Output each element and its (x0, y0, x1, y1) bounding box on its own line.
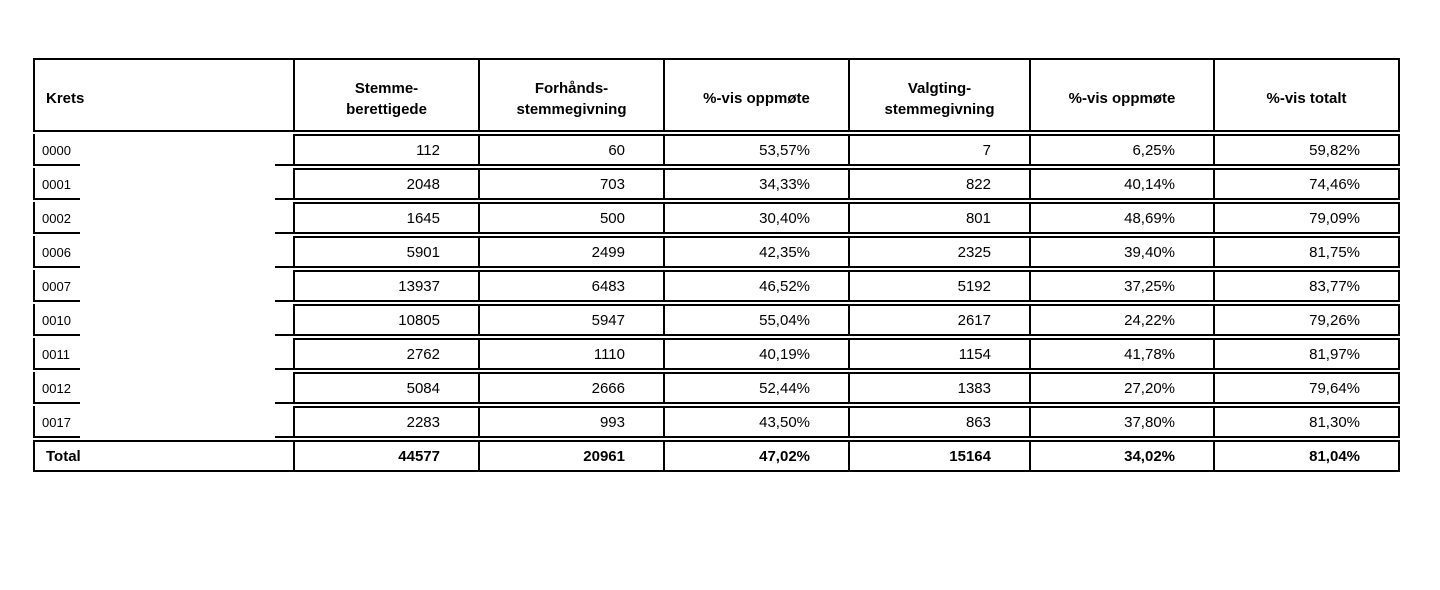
value-cell: 5192 (850, 270, 1031, 302)
value-cell: 55,04% (665, 304, 850, 336)
table-row: 0001 2048 703 34,33% 822 40,14% 74,46% (33, 168, 1400, 200)
krets-code-cell: 0000 (33, 134, 295, 166)
krets-code-cell: 0010 (33, 304, 295, 336)
total-value-cell: 15164 (850, 440, 1031, 472)
value-cell: 40,19% (665, 338, 850, 370)
value-cell: 2666 (480, 372, 665, 404)
value-cell: 37,25% (1031, 270, 1215, 302)
krets-code-cell: 0007 (33, 270, 295, 302)
value-cell: 7 (850, 134, 1031, 166)
turnout-table: Krets Stemme-berettigede Forhånds-stemme… (33, 58, 1400, 472)
header-cell-krets: Krets (33, 58, 295, 132)
table-row: 0007 13937 6483 46,52% 5192 37,25% 83,77… (33, 270, 1400, 302)
total-value-cell: 34,02% (1031, 440, 1215, 472)
value-cell: 48,69% (1031, 202, 1215, 234)
total-value-cell: 47,02% (665, 440, 850, 472)
value-cell: 81,97% (1215, 338, 1400, 370)
value-cell: 53,57% (665, 134, 850, 166)
value-cell: 43,50% (665, 406, 850, 438)
value-cell: 52,44% (665, 372, 850, 404)
value-cell: 500 (480, 202, 665, 234)
value-cell: 37,80% (1031, 406, 1215, 438)
total-label-cell: Total (33, 440, 295, 472)
value-cell: 13937 (295, 270, 480, 302)
table-row: 0006 5901 2499 42,35% 2325 39,40% 81,75% (33, 236, 1400, 268)
krets-code-cell: 0012 (33, 372, 295, 404)
value-cell: 10805 (295, 304, 480, 336)
value-cell: 703 (480, 168, 665, 200)
table-row: 0002 1645 500 30,40% 801 48,69% 79,09% (33, 202, 1400, 234)
value-cell: 34,33% (665, 168, 850, 200)
header-cell-oppmote-forhand: %-vis oppmøte (665, 58, 850, 132)
header-cell-forhandsstemmegivning: Forhånds-stemmegivning (480, 58, 665, 132)
value-cell: 1154 (850, 338, 1031, 370)
header-cell-oppmote-valgting: %-vis oppmøte (1031, 58, 1215, 132)
value-cell: 1110 (480, 338, 665, 370)
total-value-cell: 81,04% (1215, 440, 1400, 472)
value-cell: 79,64% (1215, 372, 1400, 404)
value-cell: 6483 (480, 270, 665, 302)
value-cell: 60 (480, 134, 665, 166)
total-row: Total 44577 20961 47,02% 15164 34,02% 81… (33, 440, 1400, 472)
value-cell: 2283 (295, 406, 480, 438)
total-value-cell: 44577 (295, 440, 480, 472)
krets-code-cell: 0001 (33, 168, 295, 200)
value-cell: 822 (850, 168, 1031, 200)
value-cell: 79,26% (1215, 304, 1400, 336)
value-cell: 1645 (295, 202, 480, 234)
value-cell: 24,22% (1031, 304, 1215, 336)
value-cell: 41,78% (1031, 338, 1215, 370)
value-cell: 2048 (295, 168, 480, 200)
value-cell: 6,25% (1031, 134, 1215, 166)
table-row: 0010 10805 5947 55,04% 2617 24,22% 79,26… (33, 304, 1400, 336)
value-cell: 39,40% (1031, 236, 1215, 268)
value-cell: 40,14% (1031, 168, 1215, 200)
krets-code-cell: 0017 (33, 406, 295, 438)
table-row: 0000 112 60 53,57% 7 6,25% 59,82% (33, 134, 1400, 166)
krets-code-cell: 0002 (33, 202, 295, 234)
value-cell: 74,46% (1215, 168, 1400, 200)
value-cell: 27,20% (1031, 372, 1215, 404)
value-cell: 79,09% (1215, 202, 1400, 234)
value-cell: 112 (295, 134, 480, 166)
value-cell: 59,82% (1215, 134, 1400, 166)
value-cell: 2617 (850, 304, 1031, 336)
value-cell: 42,35% (665, 236, 850, 268)
value-cell: 2325 (850, 236, 1031, 268)
table-row: 0012 5084 2666 52,44% 1383 27,20% 79,64% (33, 372, 1400, 404)
value-cell: 30,40% (665, 202, 850, 234)
total-value-cell: 20961 (480, 440, 665, 472)
value-cell: 81,30% (1215, 406, 1400, 438)
value-cell: 2762 (295, 338, 480, 370)
value-cell: 5084 (295, 372, 480, 404)
header-cell-valgtingstemmegivning: Valgting-stemmegivning (850, 58, 1031, 132)
value-cell: 801 (850, 202, 1031, 234)
header-cell-totalt: %-vis totalt (1215, 58, 1400, 132)
value-cell: 83,77% (1215, 270, 1400, 302)
header-row: Krets Stemme-berettigede Forhånds-stemme… (33, 58, 1400, 132)
value-cell: 46,52% (665, 270, 850, 302)
value-cell: 863 (850, 406, 1031, 438)
value-cell: 5947 (480, 304, 665, 336)
krets-code-cell: 0011 (33, 338, 295, 370)
value-cell: 5901 (295, 236, 480, 268)
table-row: 0011 2762 1110 40,19% 1154 41,78% 81,97% (33, 338, 1400, 370)
value-cell: 1383 (850, 372, 1031, 404)
header-cell-stemmeberettigede: Stemme-berettigede (295, 58, 480, 132)
value-cell: 2499 (480, 236, 665, 268)
value-cell: 81,75% (1215, 236, 1400, 268)
krets-code-cell: 0006 (33, 236, 295, 268)
table-row: 0017 2283 993 43,50% 863 37,80% 81,30% (33, 406, 1400, 438)
value-cell: 993 (480, 406, 665, 438)
